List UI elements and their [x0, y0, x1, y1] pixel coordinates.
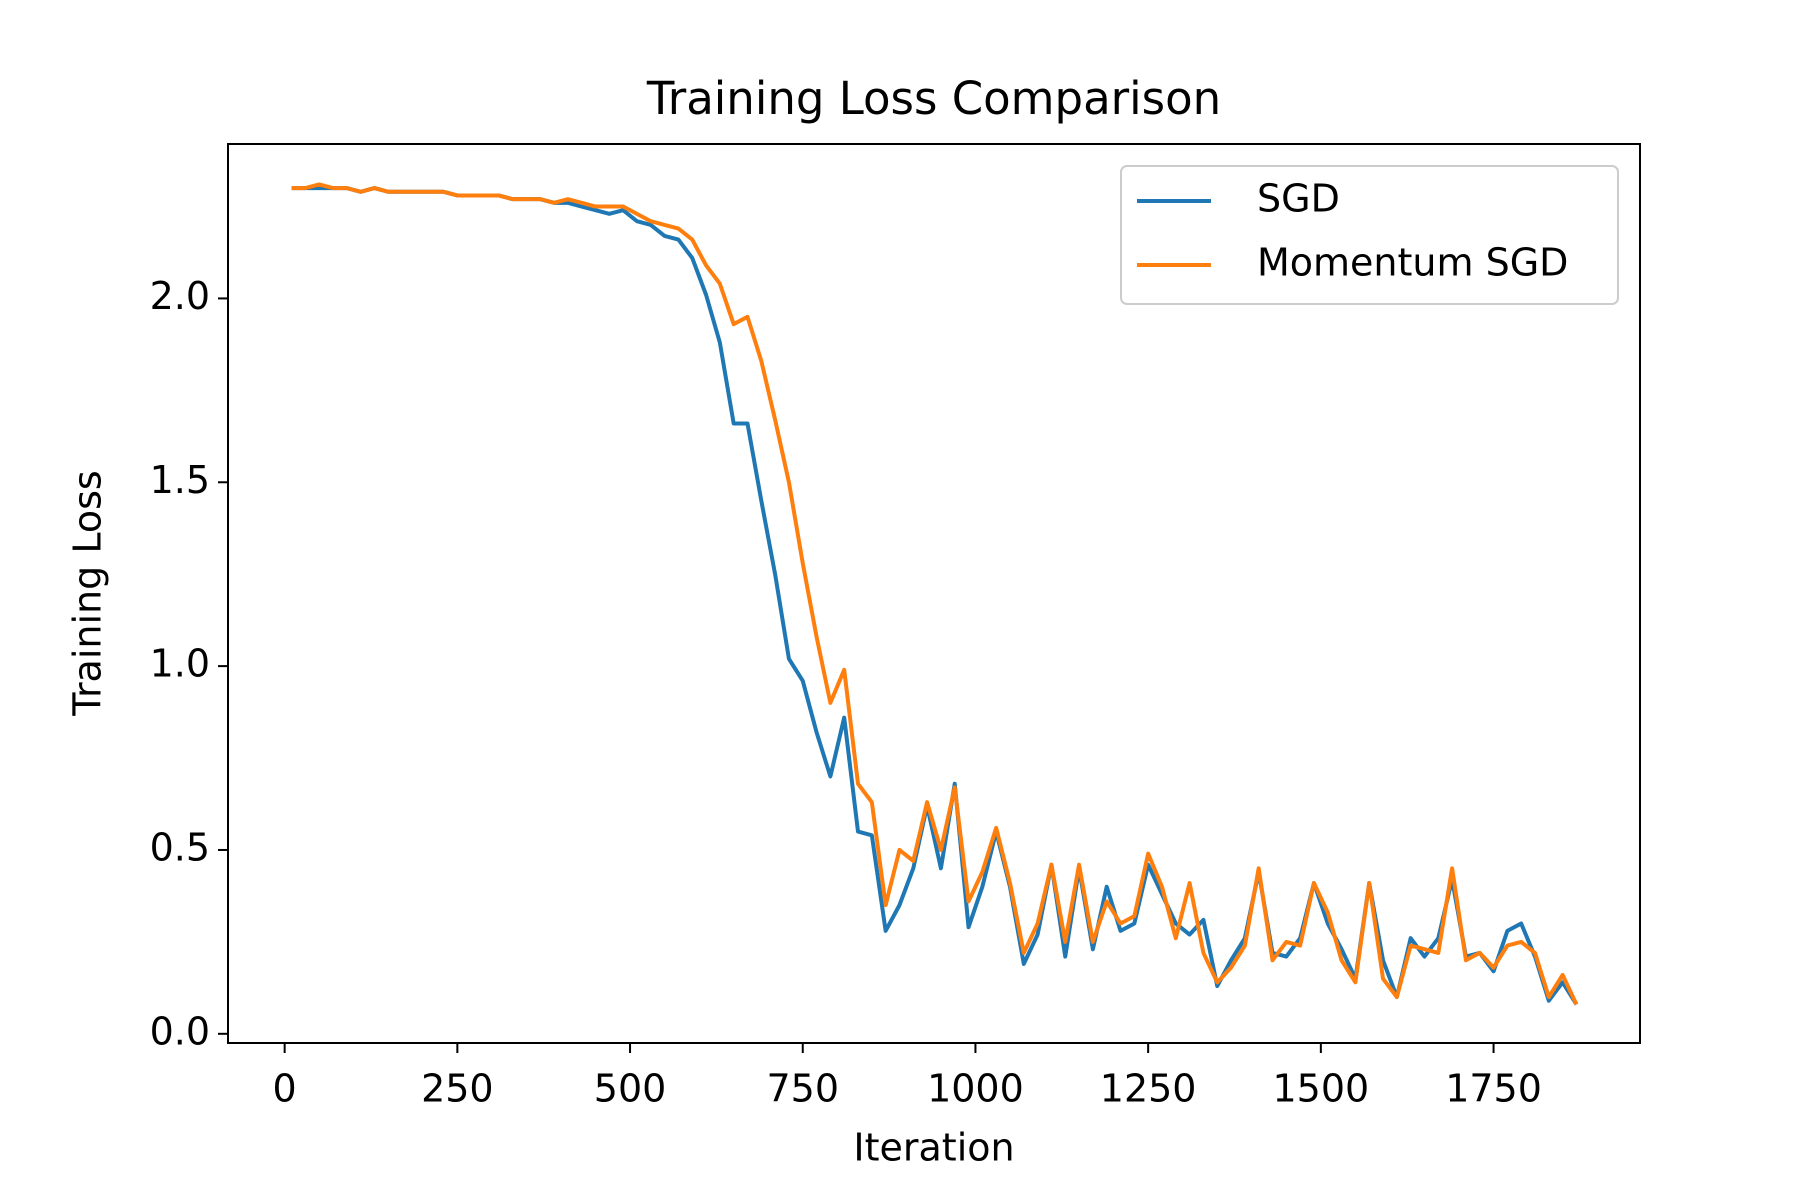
legend-label: SGD [1257, 177, 1340, 221]
y-tick-label: 0.5 [150, 825, 210, 869]
y-tick-label: 1.5 [150, 458, 210, 502]
y-axis-label: Training Loss [66, 470, 110, 716]
x-tick-label: 500 [594, 1067, 667, 1111]
x-tick-label: 0 [273, 1067, 297, 1111]
legend-label: Momentum SGD [1257, 241, 1568, 285]
y-tick-label: 1.0 [150, 642, 210, 686]
y-tick-label: 0.0 [150, 1009, 210, 1053]
x-axis-label: Iteration [853, 1126, 1014, 1170]
x-tick-label: 750 [766, 1067, 839, 1111]
x-tick-label: 250 [421, 1067, 494, 1111]
chart-title: Training Loss Comparison [646, 72, 1221, 125]
y-tick-label: 2.0 [150, 274, 210, 318]
plot-frame [227, 143, 1641, 1044]
x-tick-label: 1750 [1445, 1067, 1542, 1111]
x-tick-label: 1000 [927, 1067, 1024, 1111]
series-line [291, 182, 1579, 1006]
x-tick-label: 1250 [1100, 1067, 1197, 1111]
legend-box [1120, 165, 1619, 305]
x-tick-label: 1500 [1272, 1067, 1369, 1111]
